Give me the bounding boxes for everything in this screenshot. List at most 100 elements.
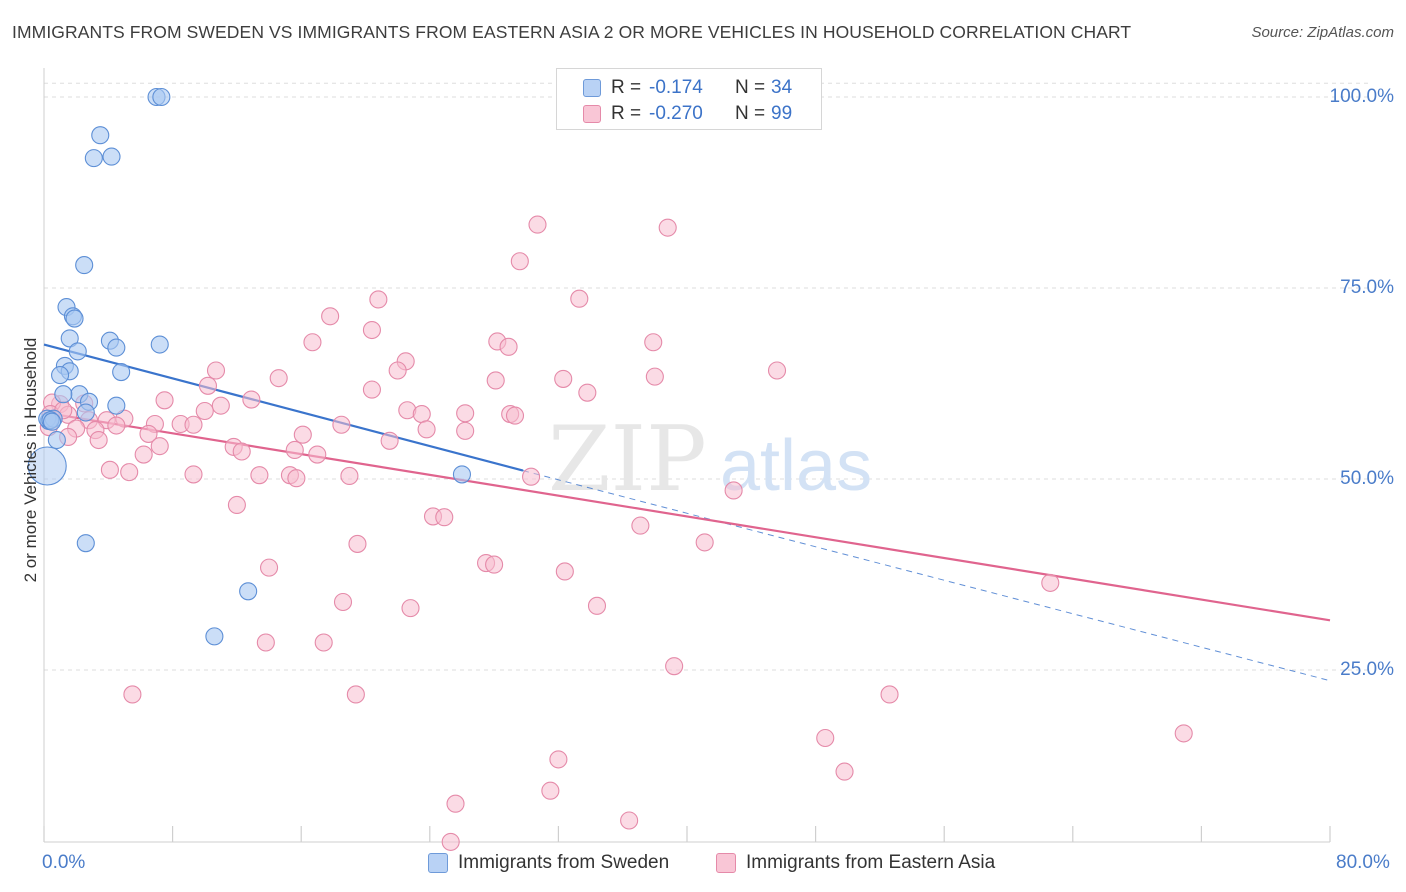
gridlines xyxy=(44,82,1370,671)
point-eastern-asia xyxy=(150,437,169,456)
point-eastern-asia xyxy=(816,728,835,748)
point-eastern-asia xyxy=(285,440,304,460)
point-eastern-asia xyxy=(510,252,529,271)
point-eastern-asia xyxy=(541,781,560,800)
point-sweden xyxy=(112,362,131,382)
point-eastern-asia xyxy=(644,333,663,352)
point-sweden xyxy=(51,366,70,385)
point-eastern-asia xyxy=(456,421,475,440)
point-sweden xyxy=(54,385,73,404)
point-sweden xyxy=(76,534,95,553)
watermark: ZIP atlas xyxy=(548,407,872,512)
point-eastern-asia xyxy=(486,371,505,390)
point-eastern-asia xyxy=(587,596,607,615)
legend-swatch-asia xyxy=(716,853,736,873)
point-eastern-asia xyxy=(362,380,381,399)
point-eastern-asia xyxy=(287,469,306,488)
y-tick-label: 50.0% xyxy=(1340,468,1394,489)
point-eastern-asia xyxy=(321,307,340,326)
point-sweden xyxy=(102,147,121,166)
point-sweden xyxy=(107,338,126,357)
point-sweden xyxy=(91,126,110,145)
point-eastern-asia xyxy=(346,685,365,704)
legend-swatch-asia xyxy=(583,105,601,123)
y-axis-label: 2 or more Vehicles in Household xyxy=(21,337,40,583)
point-eastern-asia xyxy=(435,508,454,527)
point-eastern-asia xyxy=(417,420,436,439)
point-eastern-asia xyxy=(499,337,518,356)
point-eastern-asia xyxy=(522,467,541,486)
point-sweden xyxy=(75,256,94,275)
point-eastern-asia xyxy=(362,320,381,340)
point-eastern-asia xyxy=(695,533,714,552)
legend-r-label: R = xyxy=(611,77,642,98)
point-sweden xyxy=(27,446,67,486)
point-eastern-asia xyxy=(528,215,547,234)
point-eastern-asia xyxy=(665,657,684,676)
point-eastern-asia xyxy=(303,333,322,352)
watermark-atlas: atlas xyxy=(720,426,872,506)
point-eastern-asia xyxy=(256,633,275,652)
point-eastern-asia xyxy=(198,376,218,395)
point-eastern-asia xyxy=(570,289,589,308)
point-eastern-asia xyxy=(554,369,573,388)
point-eastern-asia xyxy=(505,406,525,425)
point-sweden xyxy=(150,335,169,354)
point-eastern-asia xyxy=(107,416,126,435)
point-eastern-asia xyxy=(658,218,677,237)
point-eastern-asia xyxy=(880,685,899,704)
point-sweden xyxy=(205,627,224,646)
point-sweden xyxy=(47,430,66,450)
point-eastern-asia xyxy=(767,361,787,380)
point-sweden xyxy=(68,342,87,361)
legend-r-value: -0.174 xyxy=(649,77,703,98)
chart-title: IMMIGRANTS FROM SWEDEN VS IMMIGRANTS FRO… xyxy=(12,22,1132,42)
point-eastern-asia xyxy=(578,383,597,402)
legend-swatch-sweden xyxy=(428,853,448,873)
legend-label-sweden: Immigrants from Sweden xyxy=(458,852,670,873)
point-eastern-asia xyxy=(332,415,351,434)
point-eastern-asia xyxy=(333,592,353,612)
point-eastern-asia xyxy=(369,290,388,309)
point-sweden xyxy=(60,329,79,348)
x-tick-label-max: 80.0% xyxy=(1336,852,1390,873)
point-eastern-asia xyxy=(155,391,174,410)
point-eastern-asia xyxy=(401,599,420,618)
point-eastern-asia xyxy=(123,685,142,704)
point-sweden xyxy=(107,396,126,415)
y-tick-label: 25.0% xyxy=(1340,659,1394,680)
legend-n-label: N = xyxy=(735,77,766,98)
point-eastern-asia xyxy=(184,415,203,434)
y-tick-label: 100.0% xyxy=(1329,86,1394,107)
point-eastern-asia xyxy=(645,367,664,386)
point-eastern-asia xyxy=(89,430,108,450)
legend-n-label: N = xyxy=(735,103,766,124)
point-eastern-asia xyxy=(100,460,119,479)
point-eastern-asia xyxy=(412,405,431,424)
point-eastern-asia xyxy=(314,633,333,652)
point-sweden xyxy=(452,465,472,484)
point-eastern-asia xyxy=(206,361,226,380)
point-eastern-asia xyxy=(456,404,475,423)
point-eastern-asia xyxy=(620,811,639,830)
watermark-zip: ZIP xyxy=(548,407,707,512)
data-points xyxy=(27,85,1193,851)
point-sweden xyxy=(84,149,103,168)
legend-n-value: 99 xyxy=(771,103,793,124)
point-sweden xyxy=(65,309,84,328)
point-eastern-asia xyxy=(835,762,854,781)
point-eastern-asia xyxy=(134,445,153,464)
point-eastern-asia xyxy=(348,534,367,553)
legend-swatch-sweden xyxy=(583,79,601,97)
point-eastern-asia xyxy=(441,832,460,851)
point-eastern-asia xyxy=(485,555,504,574)
point-sweden xyxy=(76,403,95,422)
point-eastern-asia xyxy=(293,425,312,444)
point-eastern-asia xyxy=(1041,573,1060,592)
point-eastern-asia xyxy=(549,750,568,769)
point-sweden xyxy=(152,87,171,107)
point-eastern-asia xyxy=(555,562,574,581)
point-eastern-asia xyxy=(242,390,261,409)
legend-label-asia: Immigrants from Eastern Asia xyxy=(746,852,996,873)
point-sweden xyxy=(42,412,62,431)
